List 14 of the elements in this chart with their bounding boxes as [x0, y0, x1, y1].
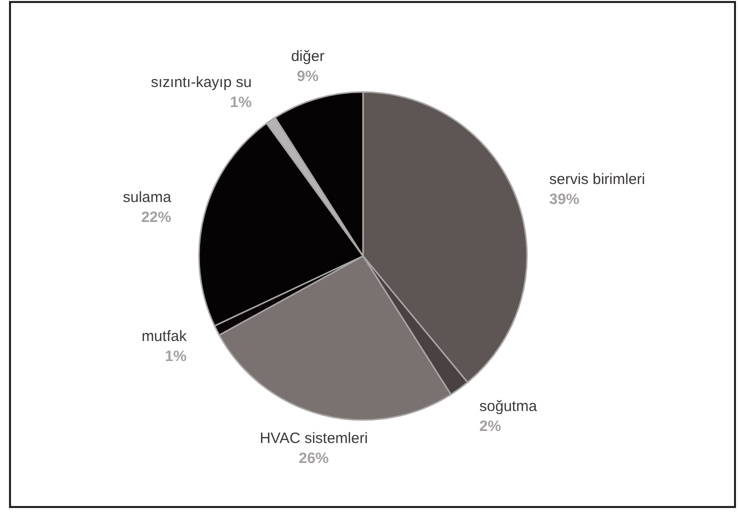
slice-label: servis birimleri [549, 170, 646, 188]
slice-label: soğutma [479, 398, 538, 416]
data-label: 9% [296, 68, 319, 85]
slice-label: mutfak [142, 328, 188, 345]
slice-label: sızıntı-kayıp su [150, 74, 252, 92]
data-label: 2% [479, 418, 502, 436]
slice-label: HVAC sistemleri [260, 430, 368, 447]
data-label: 1% [164, 348, 187, 365]
data-label: 1% [230, 94, 252, 112]
data-label: 26% [298, 450, 329, 467]
slice-label: diğer [291, 48, 324, 65]
data-label: 39% [549, 190, 580, 208]
slice-label: sulama [122, 188, 172, 206]
data-label: 22% [141, 208, 172, 226]
